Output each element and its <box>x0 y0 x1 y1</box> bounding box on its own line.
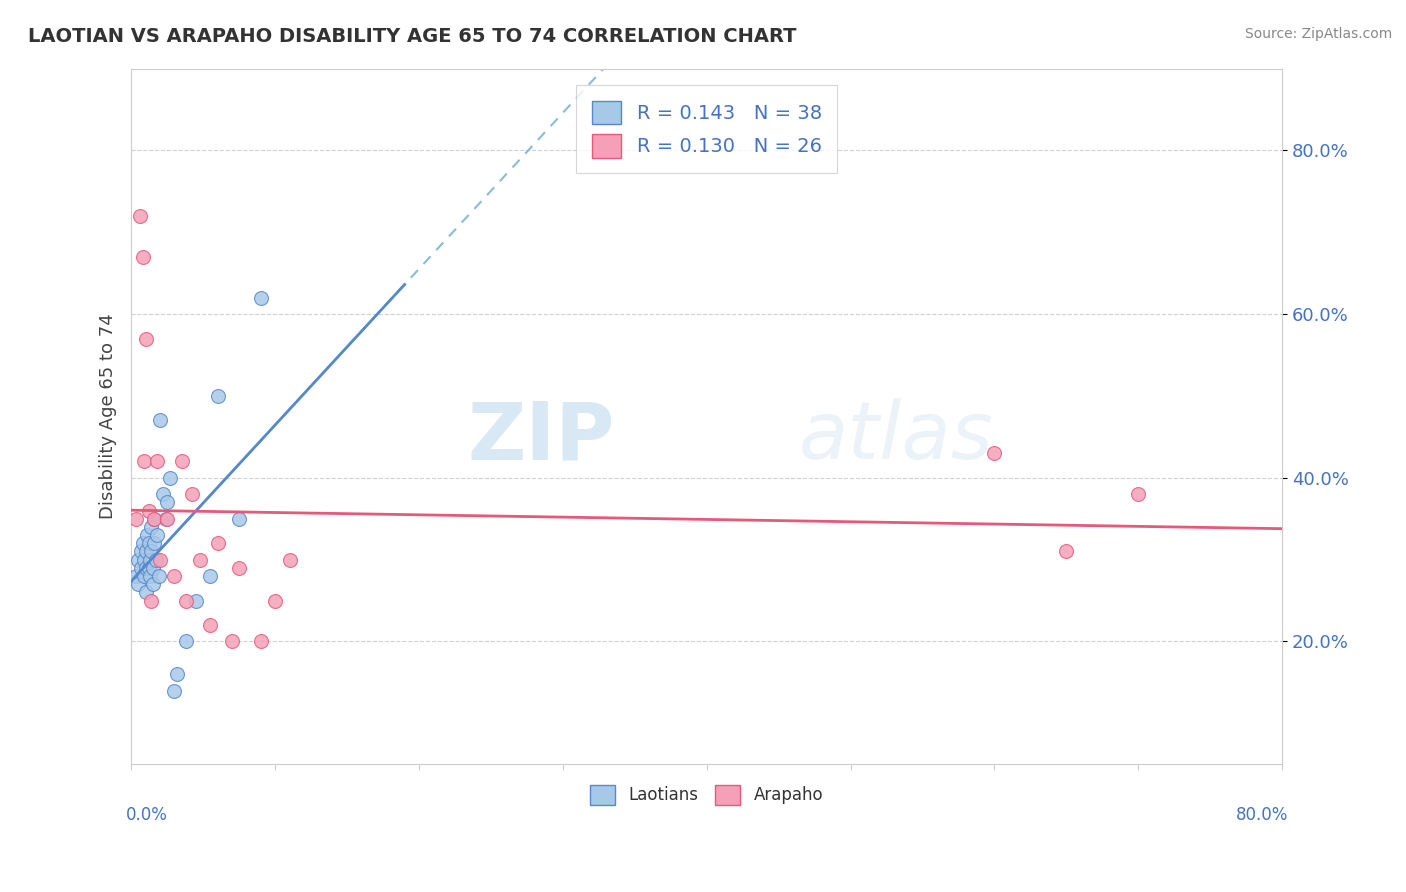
Point <box>170 454 193 468</box>
Text: 80.0%: 80.0% <box>1236 806 1288 824</box>
Point <box>149 413 172 427</box>
Point <box>249 291 271 305</box>
Point <box>135 332 157 346</box>
Point <box>141 593 163 607</box>
Point <box>221 634 243 648</box>
Point <box>146 528 169 542</box>
Point <box>200 569 222 583</box>
Point <box>174 593 197 607</box>
Point <box>228 512 250 526</box>
Point <box>188 552 211 566</box>
Point <box>128 209 150 223</box>
Point <box>134 569 156 583</box>
Point <box>249 634 271 648</box>
Text: ZIP: ZIP <box>467 398 614 476</box>
Point <box>142 561 165 575</box>
Point <box>163 569 186 583</box>
Text: LAOTIAN VS ARAPAHO DISABILITY AGE 65 TO 74 CORRELATION CHART: LAOTIAN VS ARAPAHO DISABILITY AGE 65 TO … <box>28 27 797 45</box>
Point <box>149 552 172 566</box>
Point <box>132 250 155 264</box>
Point <box>141 544 163 558</box>
Point <box>127 552 149 566</box>
Text: atlas: atlas <box>799 398 994 476</box>
Point <box>264 593 287 607</box>
Point <box>983 446 1005 460</box>
Point <box>138 561 160 575</box>
Point <box>152 487 174 501</box>
Point <box>135 561 157 575</box>
Point <box>180 487 202 501</box>
Point <box>163 683 186 698</box>
Point <box>159 471 181 485</box>
Point <box>132 536 155 550</box>
Point <box>228 561 250 575</box>
Point <box>124 569 146 583</box>
Point <box>127 577 149 591</box>
Point <box>143 512 166 526</box>
Point <box>142 577 165 591</box>
Point <box>200 618 222 632</box>
Y-axis label: Disability Age 65 to 74: Disability Age 65 to 74 <box>100 313 117 519</box>
Point <box>156 512 179 526</box>
Point <box>207 389 229 403</box>
Point <box>156 495 179 509</box>
Point <box>138 503 160 517</box>
Point <box>135 585 157 599</box>
Point <box>139 569 162 583</box>
Point <box>139 552 162 566</box>
Point <box>1128 487 1150 501</box>
Point <box>166 667 188 681</box>
Point <box>124 512 146 526</box>
Point <box>131 544 153 558</box>
Point <box>136 528 159 542</box>
Point <box>138 536 160 550</box>
Legend: Laotians, Arapaho: Laotians, Arapaho <box>583 778 830 812</box>
Point <box>146 454 169 468</box>
Point <box>134 552 156 566</box>
Text: Source: ZipAtlas.com: Source: ZipAtlas.com <box>1244 27 1392 41</box>
Point <box>141 520 163 534</box>
Point <box>278 552 301 566</box>
Point <box>143 536 166 550</box>
Point <box>155 512 177 526</box>
Point <box>134 454 156 468</box>
Point <box>207 536 229 550</box>
Point <box>174 634 197 648</box>
Point <box>131 561 153 575</box>
Point <box>135 544 157 558</box>
Point <box>143 512 166 526</box>
Point <box>148 569 170 583</box>
Point <box>184 593 207 607</box>
Text: 0.0%: 0.0% <box>125 806 167 824</box>
Point <box>145 552 167 566</box>
Point <box>1054 544 1077 558</box>
